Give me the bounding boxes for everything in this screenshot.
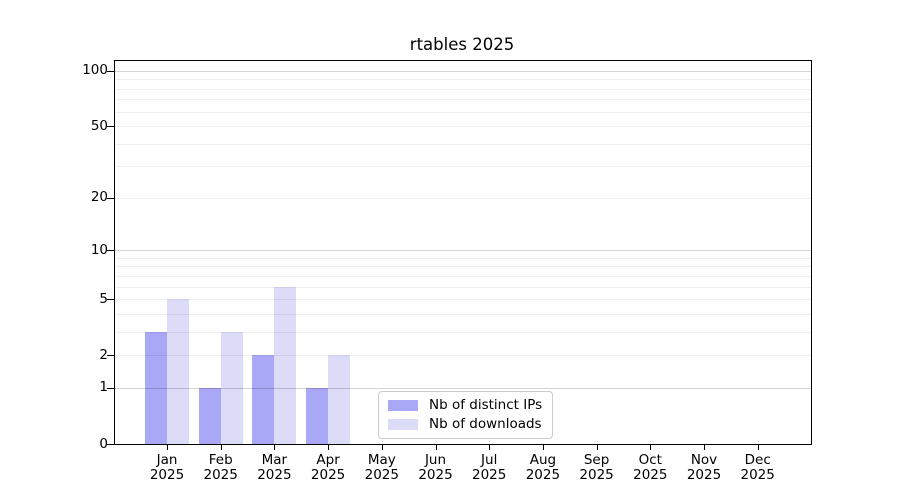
legend-label: Nb of downloads — [429, 416, 542, 432]
x-tick-mark — [167, 445, 168, 450]
legend-swatch-distinct-ips — [388, 400, 418, 411]
gridline-major — [115, 387, 811, 389]
bar — [198, 387, 221, 444]
gridline-minor — [115, 313, 811, 315]
x-tick-mark — [489, 445, 491, 450]
x-tick-label: Feb 2025 — [203, 452, 238, 483]
gridline-minor — [115, 257, 811, 259]
gridline-minor — [115, 331, 811, 333]
x-tick-label: Nov 2025 — [686, 452, 722, 483]
x-tick-mark — [542, 445, 544, 450]
y-tick-label: 0 — [99, 435, 108, 452]
y-tick-label: 5 — [99, 290, 108, 307]
x-tick-label: Apr 2025 — [310, 452, 346, 483]
y-tick-label: 10 — [90, 241, 108, 258]
gridline-minor — [115, 266, 811, 268]
bar — [145, 331, 167, 444]
x-tick-label: Sep 2025 — [579, 452, 614, 483]
x-tick-mark — [757, 445, 759, 450]
x-tick-mark — [274, 445, 276, 450]
y-tick-label: 1 — [99, 379, 108, 396]
gridline-major — [115, 70, 811, 72]
bar — [306, 387, 329, 444]
x-tick-label: Mar 2025 — [257, 452, 292, 483]
x-tick-label: Jul 2025 — [472, 452, 507, 483]
x-tick-mark — [435, 445, 437, 450]
gridline-minor — [115, 143, 811, 145]
gridline-minor — [115, 126, 811, 127]
legend-swatch-downloads — [388, 419, 418, 430]
gridline-minor — [115, 197, 811, 199]
y-tick-mark — [107, 70, 114, 72]
x-tick-label: Jun 2025 — [418, 452, 453, 483]
bar — [167, 299, 189, 444]
y-tick-mark — [107, 355, 114, 357]
x-tick-mark — [596, 445, 598, 450]
plot-area: 0 1 2 5 10 20 50 100 Jan 2025 Feb 2025 Mar 2025 Apr… — [82, 60, 812, 483]
gridline-minor — [115, 299, 811, 301]
y-tick-mark — [107, 126, 114, 127]
gridline-minor — [115, 286, 811, 288]
y-tick-mark — [107, 197, 114, 199]
chart-title: rtables 2025 — [409, 35, 515, 54]
bar — [274, 286, 297, 444]
gridline-minor — [115, 111, 811, 113]
gridline-minor — [115, 79, 811, 81]
legend-label: Nb of distinct IPs — [429, 397, 543, 413]
x-tick-label: Dec 2025 — [740, 452, 775, 483]
x-tick-label: Jan 2025 — [149, 452, 185, 483]
gridline-minor — [115, 275, 811, 277]
x-tick-mark — [220, 445, 222, 450]
y-tick-label: 2 — [99, 346, 108, 363]
y-tick-label: 20 — [90, 189, 108, 206]
bar — [220, 331, 243, 444]
legend-row: Nb of distinct IPs — [388, 398, 542, 413]
gridline-minor — [115, 88, 811, 90]
x-tick-mark — [328, 445, 330, 450]
x-tick-label: May 2025 — [364, 452, 399, 483]
gridline-major — [115, 250, 811, 252]
x-tick-mark — [704, 445, 705, 450]
y-tick-mark — [107, 387, 114, 389]
y-tick-label: 100 — [82, 62, 108, 79]
y-tick-label: 50 — [90, 117, 108, 134]
legend-row: Nb of downloads — [388, 417, 542, 432]
bar — [252, 355, 275, 444]
y-tick-mark — [107, 250, 114, 252]
y-tick-mark — [107, 444, 114, 445]
legend: Nb of distinct IPs Nb of downloads — [378, 391, 554, 439]
x-tick-label: Aug 2025 — [525, 452, 561, 483]
gridline-minor — [115, 355, 811, 357]
gridline-minor — [115, 99, 811, 101]
x-tick-label: Oct 2025 — [633, 452, 668, 483]
bar — [328, 355, 351, 444]
y-tick-mark — [107, 299, 114, 301]
x-tick-mark — [381, 445, 383, 450]
x-tick-mark — [650, 445, 652, 450]
gridline-minor — [115, 166, 811, 168]
